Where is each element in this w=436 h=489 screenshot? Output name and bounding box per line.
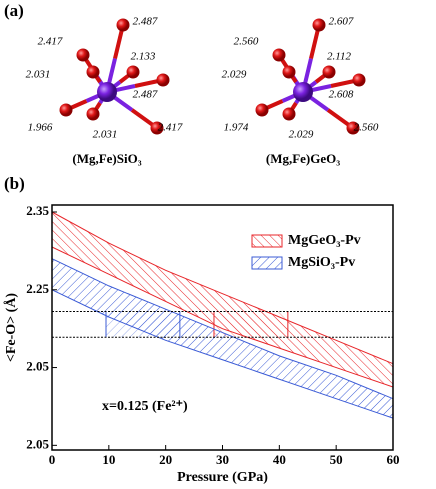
x-tick-label: 20 <box>159 452 172 467</box>
oxygen-atom <box>150 121 164 135</box>
band-edge <box>51 258 394 400</box>
x-tick-label: 60 <box>387 452 400 467</box>
chart: MgGeO₃-Pv MgSiO₃-Pv 0 10 20 30 40 50 60 2.35 2.25 2… <box>3 203 399 485</box>
bond-label: 2.029 <box>222 69 247 81</box>
oxygen-atom <box>282 107 296 121</box>
bond-label: 1.974 <box>224 122 249 134</box>
structure-name: (Mg,Fe)SiO₃ <box>72 151 141 166</box>
cation-atom <box>293 82 313 102</box>
oxygen-atom <box>156 73 170 87</box>
cation-atom <box>97 82 117 102</box>
bond-label: 2.029 <box>289 129 314 141</box>
range-box <box>105 311 180 338</box>
oxygen-atom <box>59 103 73 117</box>
annotation: x=0.125 (Fe²⁺) <box>102 399 188 414</box>
bond-label: 2.417 <box>158 122 183 134</box>
x-tick-label: 40 <box>273 452 286 467</box>
x-tick-label: 0 <box>49 452 56 467</box>
bond-label: 2.133 <box>131 51 156 63</box>
y-tick-label: 2.05 <box>26 436 49 451</box>
x-axis-label: Pressure (GPa) <box>177 470 268 485</box>
oxygen-atom <box>312 18 326 32</box>
structures: 2.487 2.417 2.133 2.031 2.487 1.966 2.031 2.417… <box>26 16 379 166</box>
bond-label: 2.487 <box>133 16 158 28</box>
oxygen-atom <box>86 65 100 79</box>
x-tick-label: 10 <box>102 452 115 467</box>
oxygen-atom <box>116 18 130 32</box>
y-axis-label: <Fe-O> (Å) <box>3 293 19 363</box>
legend-label: MgGeO₃-Pv <box>288 233 361 248</box>
legend-label: MgSiO₃-Pv <box>288 255 355 270</box>
legend-swatch <box>251 256 283 270</box>
y-tick-label: 2.35 <box>26 203 49 218</box>
bond-label: 2.560 <box>234 36 259 48</box>
oxygen-atom <box>352 73 366 87</box>
legend-swatch <box>251 234 283 248</box>
oxygen-atom <box>322 65 336 79</box>
oxygen-atom <box>255 103 269 117</box>
oxygen-atom <box>346 121 360 135</box>
bond-label: 1.966 <box>28 122 53 134</box>
oxygen-atom <box>272 48 286 62</box>
bond-label: 2.560 <box>354 122 379 134</box>
bond-label: 2.417 <box>38 36 63 48</box>
bond-label: 2.487 <box>133 89 158 101</box>
oxygen-atom <box>282 65 296 79</box>
band-fill <box>52 212 393 387</box>
bond-label: 2.608 <box>329 89 354 101</box>
bond-label: 2.112 <box>327 51 351 63</box>
structure-name: (Mg,Fe)GeO₃ <box>266 151 340 166</box>
bond-label: 2.031 <box>26 69 51 81</box>
oxygen-atom <box>126 65 140 79</box>
panel-label: (b) <box>4 174 25 193</box>
y-tick-label: 2.25 <box>26 281 49 296</box>
x-tick-label: 30 <box>216 452 229 467</box>
x-tick-label: 50 <box>330 452 343 467</box>
band-edge <box>51 211 394 365</box>
oxygen-atom <box>76 48 90 62</box>
oxygen-atom <box>86 107 100 121</box>
band-fill <box>52 258 393 419</box>
bond-label: 2.607 <box>329 16 354 28</box>
bond-label: 2.031 <box>93 129 118 141</box>
panel-label: (a) <box>4 1 24 20</box>
y-tick-label: 2.05 <box>26 359 49 374</box>
range-box <box>213 311 288 338</box>
